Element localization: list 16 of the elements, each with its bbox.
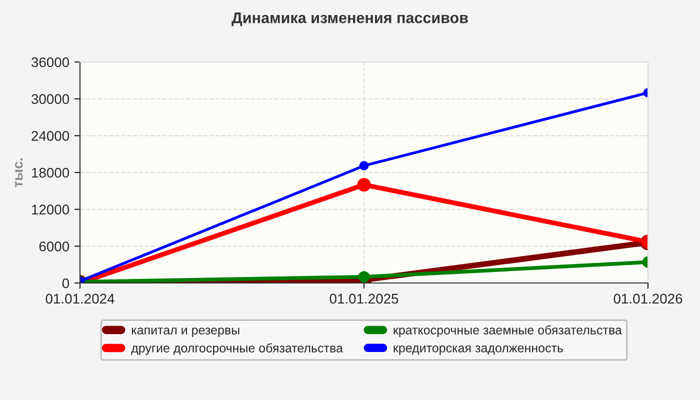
y-tick-label: 0 [62, 278, 70, 288]
x-tick-label: 01.01.2026 [614, 294, 682, 304]
y-tick-label: 18000 [32, 168, 70, 178]
legend-label: капитал и резервы [132, 328, 240, 337]
y-tick-label: 12000 [32, 204, 70, 215]
y-tick-label: 36000 [31, 57, 70, 68]
legend-label: краткосрочные заемные обязательства [394, 325, 622, 337]
x-tick-label: 01.01.2024 [46, 294, 114, 304]
y-tick-label: 6000 [39, 242, 70, 252]
y-tick-label: 30000 [31, 94, 70, 104]
legend-label: кредиторская задолженность [394, 346, 563, 355]
legend-label: другие долгосрочные обязательства [131, 343, 343, 355]
chart-title: Динамика изменения пассивов [232, 12, 468, 26]
y-tick-label: 24000 [32, 131, 70, 141]
y-axis-title: тыс. [15, 158, 23, 188]
x-tick-label: 01.01.2025 [330, 294, 398, 304]
